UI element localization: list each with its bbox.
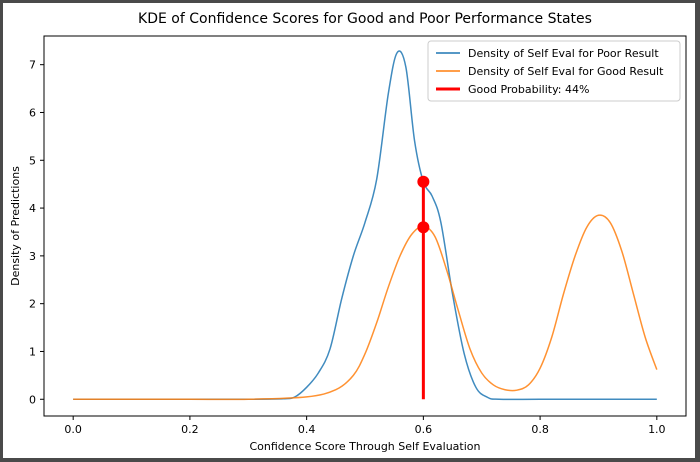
y-tick-label: 0 — [29, 393, 36, 406]
x-tick-label: 0.0 — [64, 423, 82, 436]
x-tick-label: 1.0 — [648, 423, 666, 436]
y-tick-label: 5 — [29, 154, 36, 167]
x-tick-label: 0.2 — [181, 423, 199, 436]
y-axis-label: Density of Predictions — [9, 166, 22, 286]
good-result-density-line — [73, 214, 658, 401]
x-tick-label: 0.4 — [298, 423, 316, 436]
kde-chart: KDE of Confidence Scores for Good and Po… — [9, 11, 687, 453]
y-tick-label: 1 — [29, 345, 36, 358]
y-tick-label: 2 — [29, 298, 36, 311]
good-probability-marker — [417, 175, 430, 188]
plot-frame — [43, 35, 687, 417]
poor-result-density-line — [73, 50, 657, 401]
figure: KDE of Confidence Scores for Good and Po… — [3, 3, 695, 458]
chart-title: KDE of Confidence Scores for Good and Po… — [138, 11, 592, 27]
y-tick-label: 7 — [29, 59, 36, 72]
y-tick-label: 3 — [29, 250, 36, 263]
legend-box — [427, 40, 681, 102]
x-tick-label: 0.8 — [531, 423, 549, 436]
good-probability-marker — [417, 221, 430, 234]
legend-entry-good-probability: Good Probability: 44% — [468, 83, 589, 96]
y-tick-label: 4 — [29, 202, 36, 215]
x-tick-label: 0.6 — [415, 423, 433, 436]
x-axis-label: Confidence Score Through Self Evaluation — [250, 440, 481, 453]
legend-entry-poor-result: Density of Self Eval for Poor Result — [468, 47, 659, 60]
y-tick-label: 6 — [29, 106, 36, 119]
legend-entry-good-result: Density of Self Eval for Good Result — [468, 65, 664, 78]
